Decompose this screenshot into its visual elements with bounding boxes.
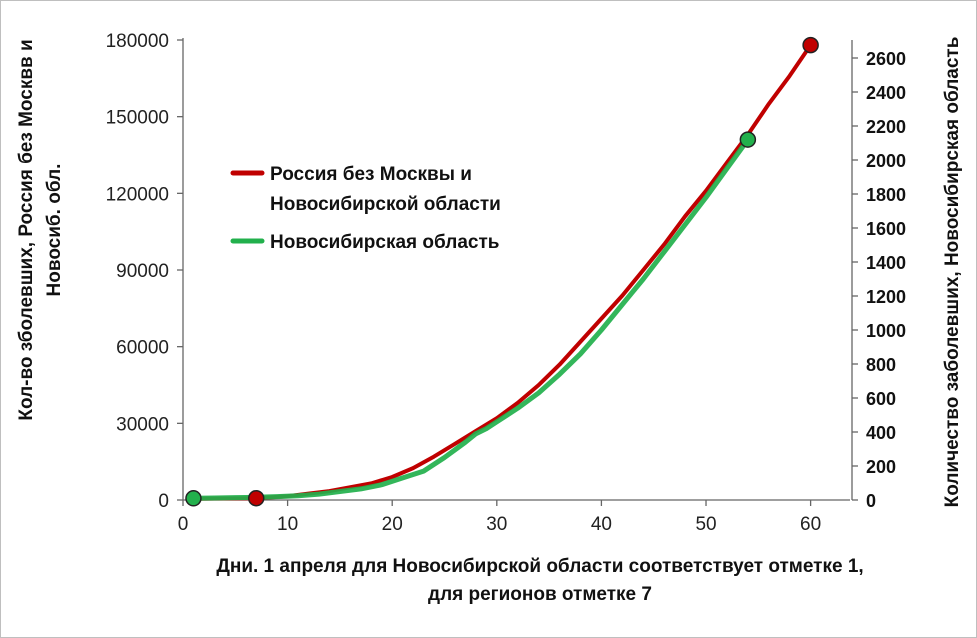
data-point-novosibirsk (739, 131, 757, 148)
y-tick-label-left: 60000 (116, 338, 169, 359)
y-tick-label-left: 120000 (106, 184, 169, 205)
x-tick-label: 60 (800, 514, 821, 535)
y-tick-label-left: 30000 (116, 414, 169, 435)
y-tick-label-right: 1600 (866, 219, 906, 239)
legend-label-russia: Новосибирской области (270, 194, 501, 215)
x-axis-title: для регионов отметке 7 (428, 584, 652, 605)
y-tick-label-right: 2200 (866, 117, 906, 137)
y-tick-label-left: 150000 (106, 108, 169, 129)
data-point-russia (247, 489, 265, 507)
y-tick-label-left: 0 (158, 491, 169, 512)
y-tick-label-right: 2400 (866, 83, 906, 103)
x-tick-label: 50 (695, 514, 716, 535)
y-tick-label-right: 800 (866, 355, 896, 375)
y-tick-label-right: 2000 (866, 151, 906, 171)
x-axis-title: Дни. 1 апреля для Новосибирской области … (216, 556, 863, 577)
y-tick-label-left: 90000 (116, 261, 169, 282)
y-tick-label-right: 400 (866, 423, 896, 443)
series-line-russia (191, 43, 813, 501)
legend-label-russia: Россия без Москвы и (270, 164, 472, 185)
y-tick-label-right: 1400 (866, 253, 906, 273)
x-tick-label: 10 (277, 514, 298, 535)
y-tick-label-right: 0 (866, 491, 876, 511)
series-line-novosibirsk (191, 137, 751, 501)
x-tick-label: 30 (486, 514, 507, 535)
y-tick-label-right: 1200 (866, 287, 906, 307)
y-axis-title-left: Кол-во зболевших, Россия без Москвв и (16, 39, 37, 420)
x-tick-label: 20 (382, 514, 403, 535)
data-point-russia (802, 36, 819, 54)
y-axis-title-right: Количество заболевших, Новосибирская обл… (942, 37, 963, 508)
y-tick-label-right: 200 (866, 457, 896, 477)
y-tick-label-right: 600 (866, 389, 896, 409)
y-tick-label-right: 1800 (866, 185, 906, 205)
data-point-novosibirsk (185, 490, 202, 507)
y-tick-label-right: 1000 (866, 321, 906, 341)
x-tick-label: 40 (591, 514, 612, 535)
y-tick-label-right: 2600 (866, 49, 906, 69)
y-tick-label-left: 180000 (106, 31, 169, 52)
x-tick-label: 0 (178, 514, 189, 535)
legend-label-novosibirsk: Новосибирская область (270, 232, 499, 253)
y-axis-title-left: Новосиб. обл. (44, 164, 65, 297)
